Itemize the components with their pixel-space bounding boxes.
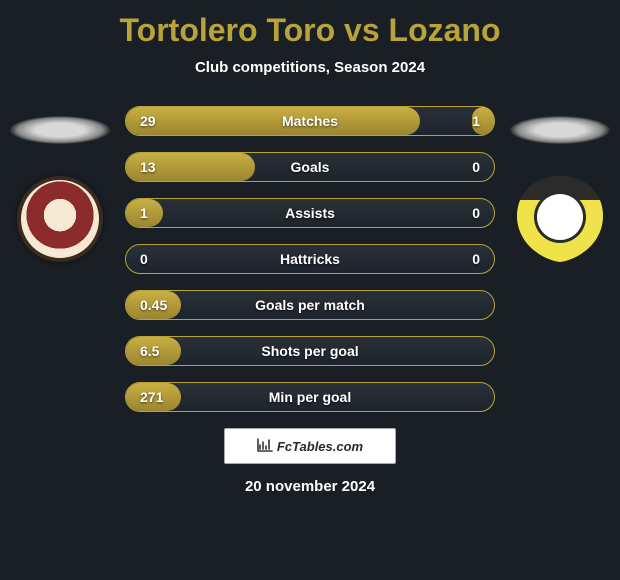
- stat-value-left: 29: [126, 113, 170, 129]
- stat-value-left: 13: [126, 159, 170, 175]
- stat-row: 271 Min per goal: [125, 382, 495, 412]
- stat-label: Assists: [285, 205, 335, 221]
- player-left-column: [5, 106, 115, 262]
- stat-value-left: 1: [126, 205, 162, 221]
- stat-value-right: 0: [458, 251, 494, 267]
- stat-value-right: 1: [458, 113, 494, 129]
- stat-label: Min per goal: [269, 389, 351, 405]
- stat-label: Matches: [282, 113, 338, 129]
- club-crest-right: [517, 176, 603, 262]
- stat-label: Goals per match: [255, 297, 365, 313]
- stat-rows: 29 Matches 1 13 Goals 0 1 Assists 0 0 Hattricks 0 0.…: [125, 106, 495, 412]
- stat-value-right: 0: [458, 205, 494, 221]
- stat-row: 0 Hattricks 0: [125, 244, 495, 274]
- stat-value-left: 0.45: [126, 297, 181, 313]
- stat-row: 1 Assists 0: [125, 198, 495, 228]
- stat-value-left: 0: [126, 251, 162, 267]
- stat-fill-left: [126, 107, 420, 135]
- club-crest-left: [17, 176, 103, 262]
- watermark-badge: FcTables.com: [224, 428, 396, 464]
- stat-value-left: 6.5: [126, 343, 173, 359]
- stat-label: Hattricks: [280, 251, 340, 267]
- stat-row: 29 Matches 1: [125, 106, 495, 136]
- stat-row: 6.5 Shots per goal: [125, 336, 495, 366]
- stat-label: Goals: [291, 159, 330, 175]
- stat-value-left: 271: [126, 389, 177, 405]
- watermark-text: FcTables.com: [277, 439, 363, 454]
- stat-label: Shots per goal: [261, 343, 358, 359]
- stat-value-right: 0: [458, 159, 494, 175]
- stat-row: 13 Goals 0: [125, 152, 495, 182]
- subtitle: Club competitions, Season 2024: [0, 59, 620, 76]
- player-left-silhouette: [10, 116, 110, 144]
- stat-row: 0.45 Goals per match: [125, 290, 495, 320]
- comparison-area: 29 Matches 1 13 Goals 0 1 Assists 0 0 Hattricks 0 0.…: [0, 106, 620, 495]
- player-right-column: [505, 106, 615, 262]
- player-right-silhouette: [510, 116, 610, 144]
- date-text: 20 november 2024: [10, 478, 610, 495]
- page-title: Tortolero Toro vs Lozano: [0, 0, 620, 49]
- chart-icon: [257, 438, 273, 455]
